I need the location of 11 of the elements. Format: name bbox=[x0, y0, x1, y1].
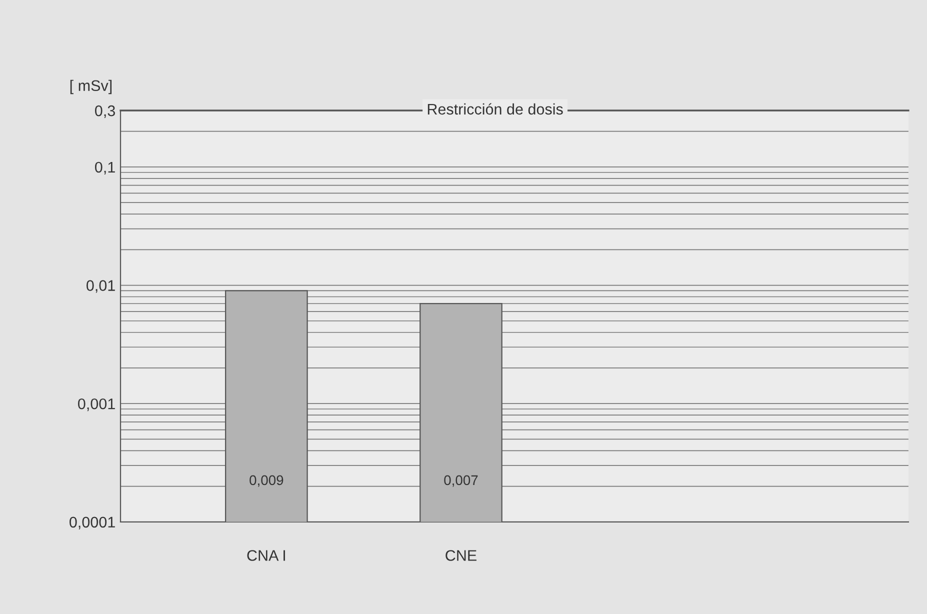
ref-line-label: Restricción de dosis bbox=[428, 103, 563, 115]
text: 0,009 bbox=[250, 475, 284, 487]
y-tick-label: 0,0001 bbox=[70, 516, 115, 530]
text: 0,007 bbox=[444, 475, 478, 487]
x-tick-label: CNA I bbox=[247, 550, 285, 561]
y-tick-label: 0,3 bbox=[95, 105, 115, 118]
y-tick-label: 0,01 bbox=[86, 280, 115, 293]
x-tick-label: CNE bbox=[446, 550, 476, 561]
y-tick-label: 0,1 bbox=[95, 162, 115, 174]
y-axis-title: [ mSv] bbox=[70, 80, 112, 94]
y-tick-label: 0,001 bbox=[78, 398, 115, 412]
